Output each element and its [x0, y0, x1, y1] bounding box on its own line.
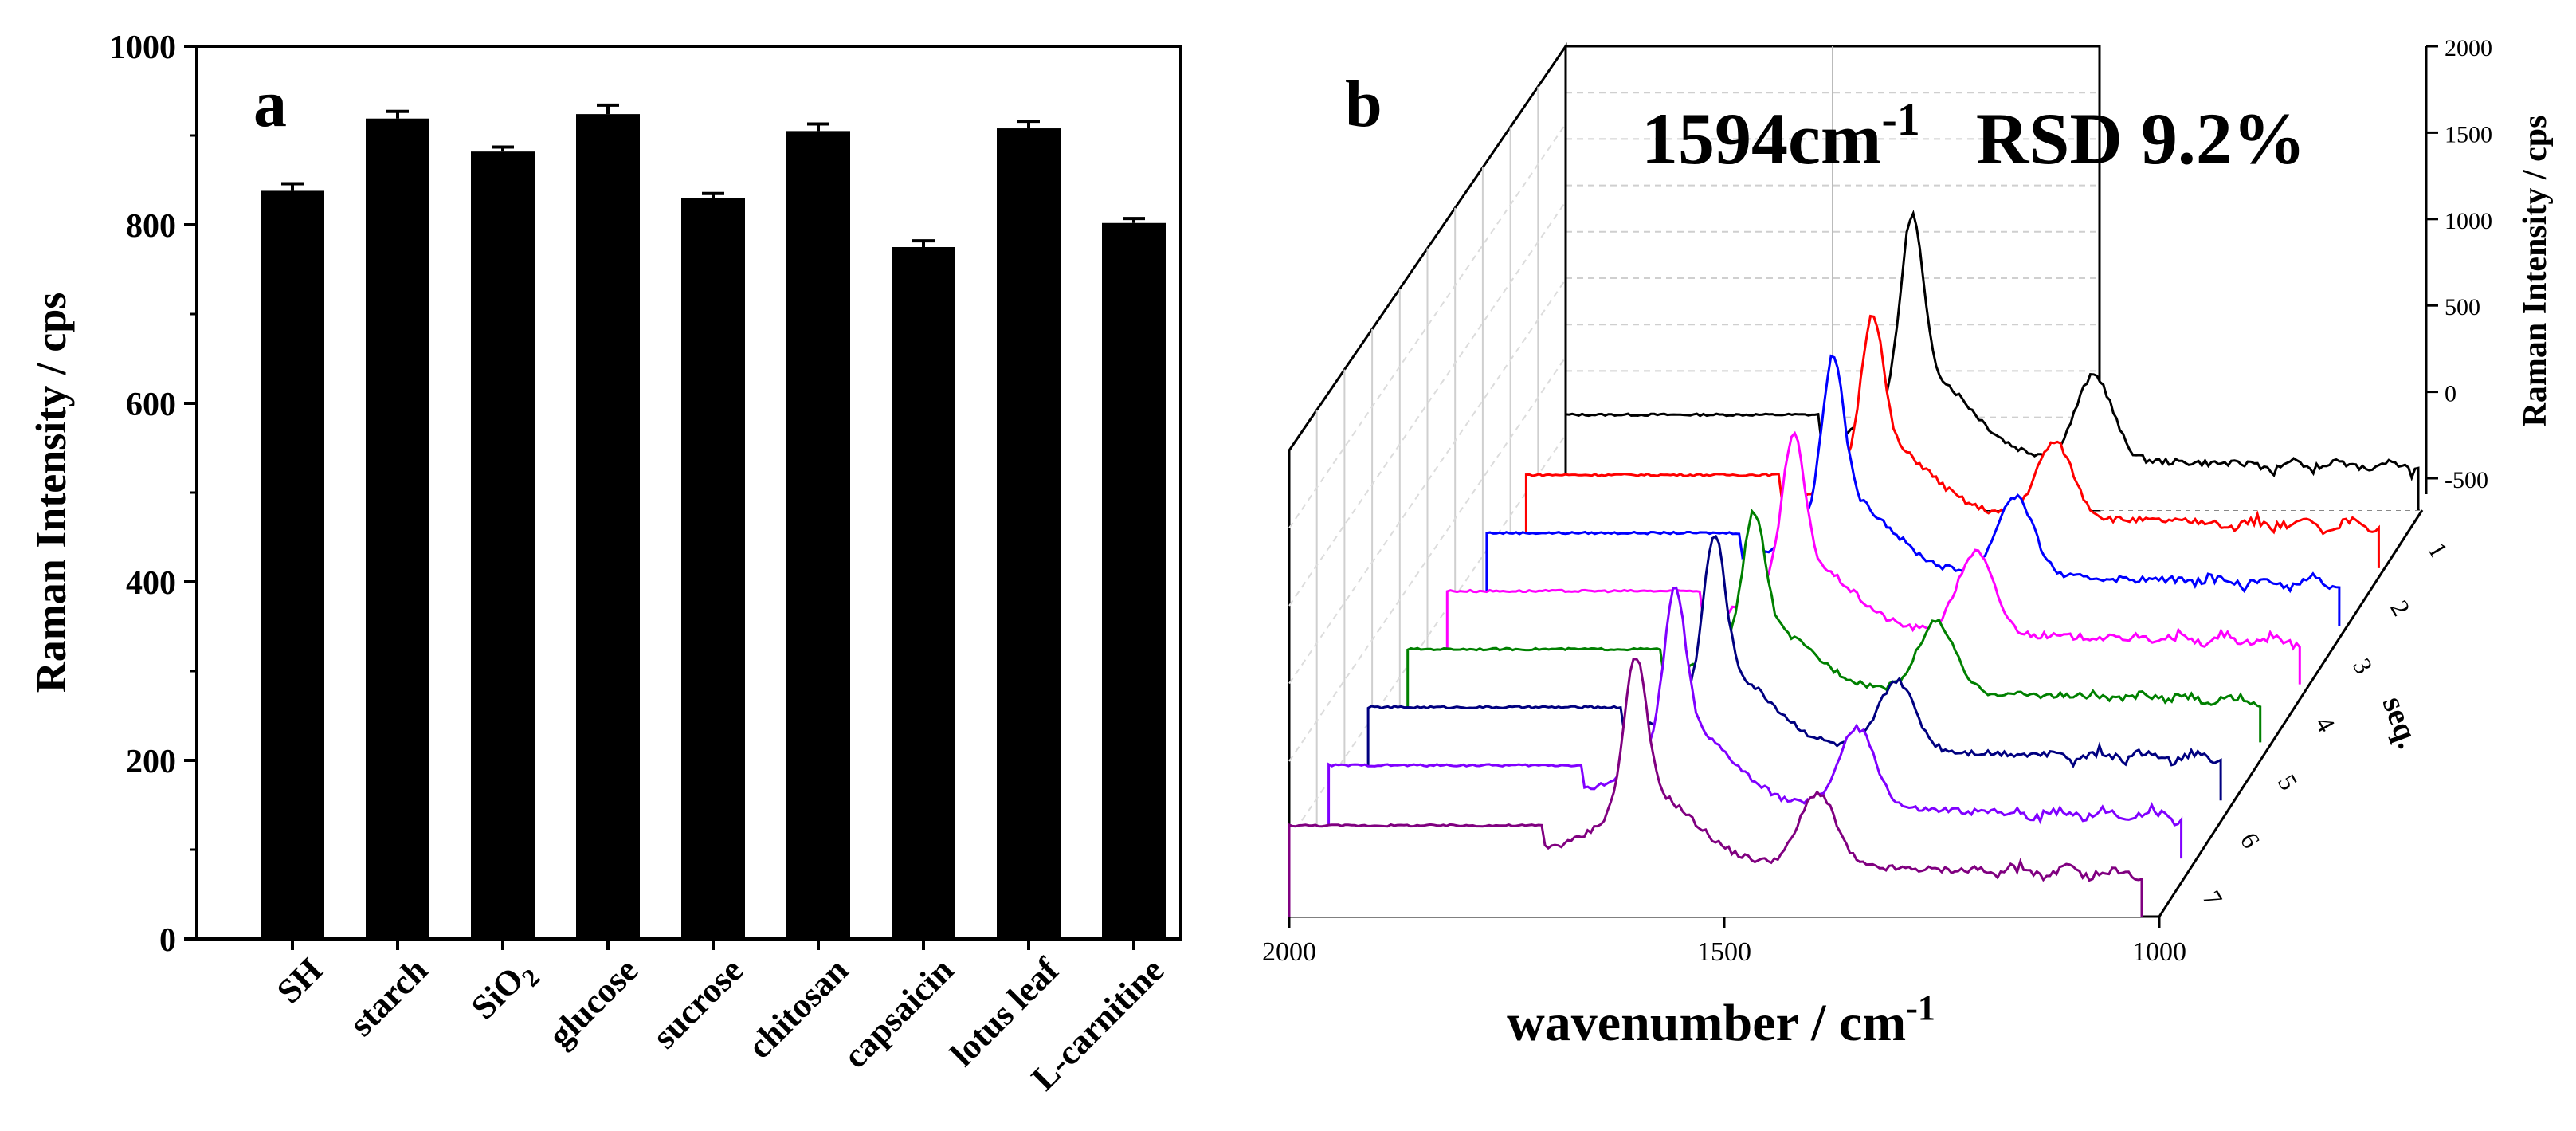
series-mask [1328, 587, 2182, 859]
series-line [1445, 430, 2301, 685]
panel-a-y-axis-label: Raman Intensity / cps [27, 293, 75, 693]
seq-tick-label: 2 [2385, 595, 2416, 621]
side-grid-diag [1288, 278, 1566, 685]
y-tick-label: 200 [126, 744, 176, 780]
seq-tick-label: 1 [2422, 537, 2453, 563]
series-line [1564, 210, 2420, 510]
side-grid-diag [1288, 201, 1566, 607]
x-tick-label: glucose [541, 950, 645, 1054]
z-tick-label: -500 [2445, 467, 2488, 493]
panel-b-x-axis-label: wavenumber / cm-1 [1507, 988, 1935, 1052]
panel-b-waterfall-chart: 2000 1500 1000 500 0 -500 Raman Intensity / c… [1262, 35, 2554, 1052]
series-line [1406, 508, 2262, 743]
bar [576, 114, 640, 939]
series-line [1366, 534, 2222, 801]
z-tick-label: 0 [2445, 381, 2456, 407]
panel-a-bar-chart: a Raman Intensity / cps 0 200 400 600 800 100… [27, 29, 1182, 1098]
panel-a-label: a [253, 67, 287, 141]
series-mask [1407, 511, 2260, 743]
y-tick-label: 800 [126, 208, 176, 245]
y-tick-label: 0 [159, 922, 176, 959]
seq-tick-label: 5 [2272, 769, 2304, 795]
series-mask [1447, 433, 2300, 685]
panel-b-z-axis-label: Raman Intensity / cps [2517, 116, 2554, 427]
seq-tick-label: 4 [2310, 712, 2341, 737]
seq-tick-label: 3 [2347, 654, 2378, 679]
z-tick-label: 2000 [2445, 35, 2492, 61]
panel-a-bars [261, 103, 1166, 940]
x-tick-label: 1000 [2132, 937, 2186, 967]
series-mask [1526, 316, 2379, 568]
series-mask [1486, 355, 2339, 626]
bar [1102, 222, 1166, 939]
series-line [1524, 314, 2380, 568]
z-tick-label: 500 [2445, 294, 2480, 320]
x-tick-label: sucrose [645, 950, 751, 1056]
panel-b-side-grid [1288, 86, 1566, 876]
y-tick-label: 1000 [109, 29, 176, 66]
panel-b-z-ticks: 2000 1500 1000 500 0 -500 [2426, 35, 2492, 493]
bar [681, 198, 745, 939]
z-tick-label: 1500 [2445, 121, 2492, 147]
bar [997, 128, 1061, 940]
y-tick-label: 600 [126, 387, 176, 423]
panel-b-seq-axis-label: seq. [2376, 692, 2428, 753]
side-grid-diag [1288, 123, 1566, 529]
bar [892, 247, 955, 939]
x-tick-label: starch [342, 950, 435, 1043]
x-tick-label: SH [269, 950, 330, 1011]
x-tick-label: 1500 [1697, 937, 1751, 967]
side-grid-diag [1288, 356, 1566, 762]
panel-b-x-ticks: 2000 1500 1000 [1262, 917, 2186, 967]
bar [471, 151, 535, 939]
series-line [1327, 586, 2183, 859]
series-line [1485, 354, 2341, 626]
x-tick-label: SiO2 [464, 950, 545, 1031]
panel-b-annotation: 1594cm-1 RSD 9.2% [1641, 93, 2306, 179]
series-mask [1566, 213, 2418, 510]
panel-b-series-group [1288, 210, 2420, 917]
bar [786, 131, 850, 939]
bar [261, 190, 324, 939]
panel-b-label: b [1345, 67, 1382, 141]
series-mask [1368, 536, 2221, 801]
bar [366, 118, 429, 940]
seq-tick-label: 6 [2235, 827, 2266, 853]
series-mask [1289, 658, 2142, 917]
x-tick-label: 2000 [1262, 937, 1316, 967]
series-line [1288, 658, 2143, 917]
x-tick-label: capsaicin [836, 950, 961, 1075]
panel-b-floor-right-edge [2158, 509, 2424, 917]
y-tick-label: 400 [126, 565, 176, 602]
seq-tick-label: 7 [2198, 886, 2229, 911]
panel-a-y-ticks: 0 200 400 600 800 1000 [109, 29, 197, 959]
z-tick-label: 1000 [2445, 208, 2492, 234]
